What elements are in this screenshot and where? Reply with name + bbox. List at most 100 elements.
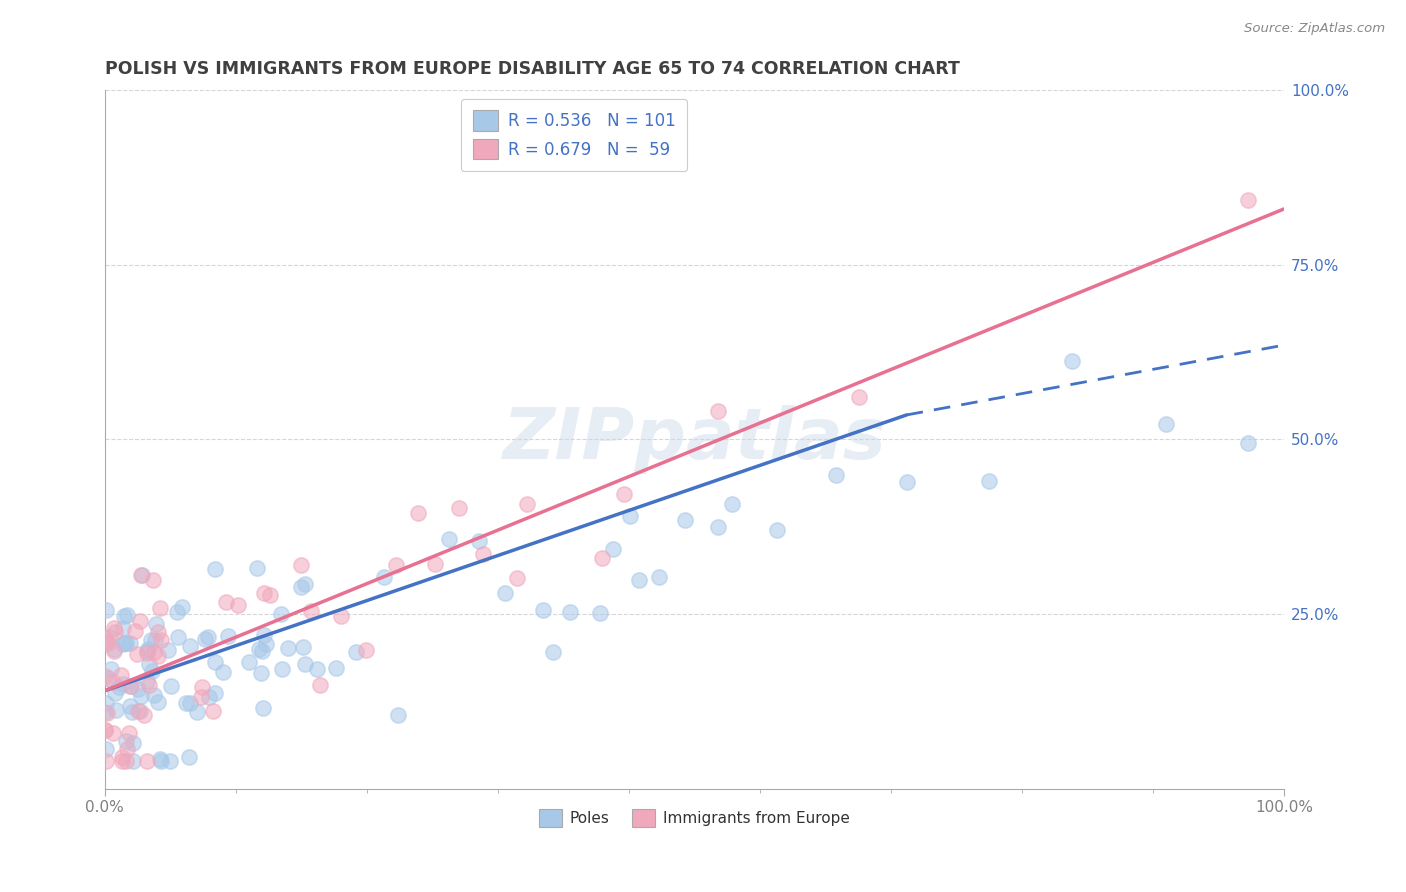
- Point: [129, 614, 152, 628]
- Point: [226, 599, 249, 613]
- Point: [135, 754, 157, 768]
- Point: [111, 750, 134, 764]
- Point: [191, 681, 214, 695]
- Point: [121, 705, 143, 719]
- Point: [292, 640, 315, 654]
- Point: [1237, 193, 1260, 207]
- Point: [252, 701, 274, 715]
- Point: [141, 664, 163, 678]
- Point: [238, 655, 260, 669]
- Point: [93, 723, 115, 738]
- Point: [301, 604, 323, 618]
- Point: [118, 699, 141, 714]
- Point: [118, 726, 141, 740]
- Point: [120, 636, 142, 650]
- Point: [129, 690, 152, 704]
- Point: [602, 542, 624, 557]
- Point: [103, 621, 125, 635]
- Point: [94, 723, 117, 737]
- Point: [766, 524, 789, 538]
- Point: [142, 573, 165, 587]
- Point: [385, 558, 408, 572]
- Point: [97, 636, 120, 650]
- Point: [619, 508, 641, 523]
- Point: [516, 496, 538, 510]
- Point: [135, 674, 157, 689]
- Point: [104, 625, 127, 640]
- Point: [212, 665, 235, 680]
- Point: [94, 705, 117, 719]
- Point: [204, 562, 226, 576]
- Point: [111, 754, 134, 768]
- Point: [707, 404, 730, 418]
- Point: [848, 390, 870, 404]
- Point: [94, 669, 117, 683]
- Point: [96, 696, 118, 710]
- Point: [294, 576, 316, 591]
- Point: [103, 725, 125, 739]
- Point: [531, 603, 554, 617]
- Point: [294, 657, 316, 671]
- Point: [156, 642, 179, 657]
- Point: [112, 677, 135, 691]
- Point: [1060, 354, 1083, 368]
- Point: [290, 580, 312, 594]
- Point: [612, 487, 634, 501]
- Point: [591, 551, 613, 566]
- Point: [141, 632, 163, 647]
- Point: [439, 532, 461, 546]
- Point: [136, 646, 159, 660]
- Point: [136, 642, 159, 657]
- Point: [254, 637, 277, 651]
- Point: [977, 475, 1000, 489]
- Point: [423, 558, 446, 572]
- Point: [447, 500, 470, 515]
- Point: [138, 657, 160, 671]
- Point: [103, 641, 125, 656]
- Point: [471, 547, 494, 561]
- Point: [145, 617, 167, 632]
- Point: [215, 594, 238, 608]
- Point: [107, 680, 129, 694]
- Point: [110, 667, 132, 681]
- Point: [824, 468, 846, 483]
- Point: [115, 754, 138, 768]
- Point: [494, 586, 516, 600]
- Point: [127, 681, 149, 696]
- Point: [104, 686, 127, 700]
- Point: [122, 754, 145, 768]
- Point: [249, 665, 271, 680]
- Point: [143, 645, 166, 659]
- Point: [325, 660, 347, 674]
- Point: [145, 633, 167, 648]
- Point: [94, 754, 117, 768]
- Point: [217, 630, 239, 644]
- Point: [354, 642, 377, 657]
- Point: [896, 475, 918, 489]
- Point: [112, 637, 135, 651]
- Point: [1237, 435, 1260, 450]
- Point: [128, 704, 150, 718]
- Point: [648, 570, 671, 584]
- Point: [308, 678, 330, 692]
- Point: [100, 663, 122, 677]
- Point: [136, 643, 159, 657]
- Point: [201, 705, 224, 719]
- Point: [112, 621, 135, 635]
- Point: [127, 704, 149, 718]
- Point: [134, 707, 156, 722]
- Point: [346, 645, 368, 659]
- Point: [246, 561, 269, 575]
- Point: [150, 754, 173, 768]
- Point: [250, 644, 273, 658]
- Point: [170, 599, 193, 614]
- Point: [146, 625, 169, 640]
- Point: [204, 655, 226, 669]
- Point: [159, 754, 181, 768]
- Point: [373, 570, 395, 584]
- Point: [129, 568, 152, 582]
- Point: [115, 741, 138, 756]
- Point: [138, 678, 160, 692]
- Point: [541, 644, 564, 658]
- Point: [124, 624, 146, 639]
